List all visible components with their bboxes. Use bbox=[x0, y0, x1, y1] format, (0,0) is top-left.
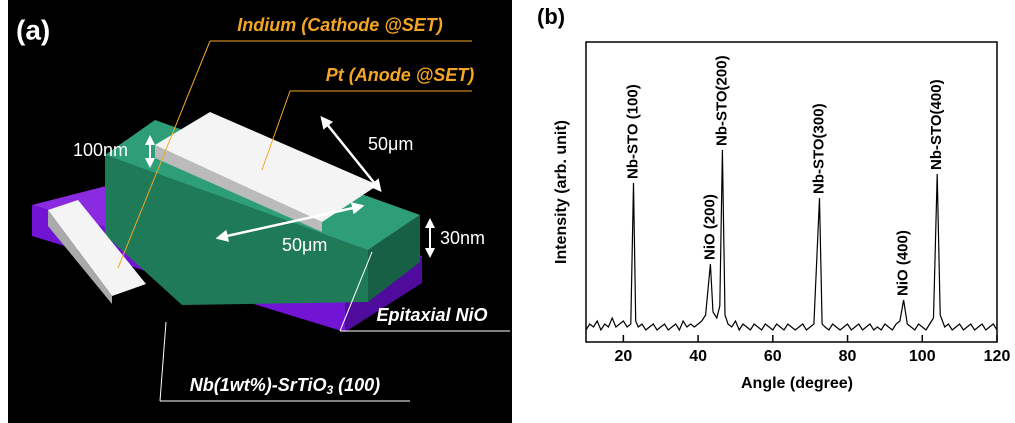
xrd-trace bbox=[586, 150, 997, 330]
panel-tag: (a) bbox=[16, 14, 50, 45]
dimension-label: 50μm bbox=[282, 235, 327, 255]
peak-label: Nb-STO(400) bbox=[928, 79, 945, 170]
x-tick-label: 100 bbox=[909, 348, 936, 365]
peak-label: Nb-STO(200) bbox=[713, 55, 730, 146]
x-tick-label: 120 bbox=[984, 348, 1011, 365]
x-tick-label: 20 bbox=[614, 348, 632, 365]
xrd-chart: (b) Angle (degree) Intensity (arb. unit)… bbox=[537, 4, 1010, 392]
substrate-text: (100) bbox=[333, 375, 380, 395]
dimension-label: 100nm bbox=[73, 140, 128, 160]
panel-tag: (b) bbox=[537, 4, 565, 29]
schematic: (a) Indium (Cathode @SET) Pt (Anode @SET… bbox=[8, 0, 512, 423]
nio-label: Epitaxial NiO bbox=[376, 305, 487, 325]
x-tick-label: 60 bbox=[764, 348, 782, 365]
dimension-label: 50μm bbox=[368, 134, 413, 154]
substrate-text: Nb(1wt%)-SrTiO bbox=[190, 375, 327, 395]
peak-label: NiO (400) bbox=[895, 230, 912, 296]
figure: (a) Indium (Cathode @SET) Pt (Anode @SET… bbox=[0, 0, 1015, 423]
x-axis-title: Angle (degree) bbox=[741, 375, 853, 392]
pt-label: Pt (Anode @SET) bbox=[326, 65, 475, 85]
peak-label: NiO (200) bbox=[701, 194, 718, 260]
y-axis-title: Intensity (arb. unit) bbox=[553, 120, 570, 264]
peak-label: Nb-STO (100) bbox=[624, 84, 641, 179]
indium-label: Indium (Cathode @SET) bbox=[237, 15, 443, 35]
x-tick-label: 40 bbox=[689, 348, 707, 365]
peak-label: Nb-STO(300) bbox=[810, 103, 827, 194]
substrate-label: Nb(1wt%)-SrTiO3 (100) bbox=[190, 375, 380, 397]
dimension-label: 30nm bbox=[440, 228, 485, 248]
x-tick-label: 80 bbox=[839, 348, 857, 365]
